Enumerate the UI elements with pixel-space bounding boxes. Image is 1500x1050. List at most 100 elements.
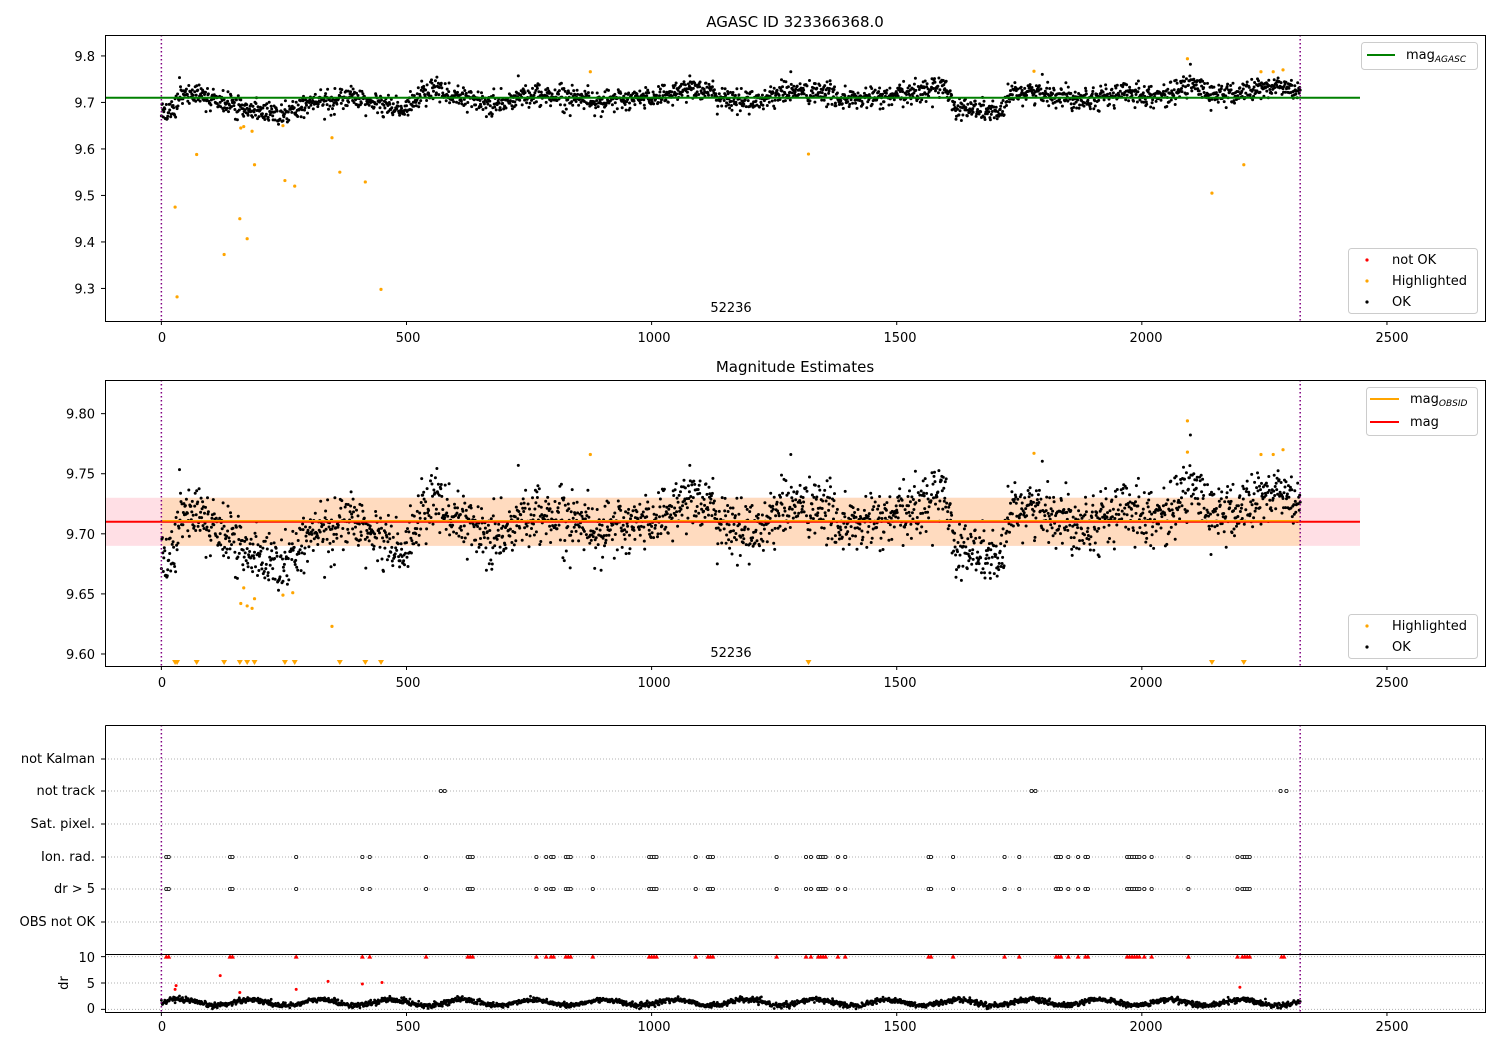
data-point-ok — [847, 105, 851, 109]
data-point-ok — [796, 514, 800, 518]
data-point-ok — [1258, 484, 1261, 488]
data-point-ok — [193, 491, 197, 495]
data-point-ok — [574, 100, 578, 103]
data-point-ok — [1206, 511, 1210, 514]
data-point-ok — [253, 531, 257, 535]
data-point-ok — [655, 93, 658, 97]
data-point-ok — [553, 500, 557, 503]
data-point-ok — [285, 574, 289, 578]
data-point-ok — [1112, 104, 1116, 107]
data-point-ok — [477, 545, 481, 549]
data-point-ok — [181, 102, 184, 105]
data-point-ok — [864, 494, 868, 498]
data-point-ok — [867, 93, 871, 97]
data-point-ok — [1134, 82, 1138, 86]
data-point-ok — [223, 545, 227, 549]
data-point-ok — [445, 497, 449, 501]
middle-x-ticks: 0 500 1000 1500 2000 2500 — [158, 676, 1409, 691]
legend-label: not OK — [1392, 253, 1437, 268]
x-tick-label: 2000 — [1129, 331, 1162, 346]
data-point-ok — [887, 103, 891, 107]
data-point-ok — [1283, 485, 1287, 489]
data-point-ok — [768, 516, 772, 520]
data-point-ok — [393, 552, 397, 556]
data-point-ok — [1059, 88, 1063, 91]
data-point-ok — [1093, 99, 1097, 103]
data-point-ok — [302, 116, 306, 120]
data-point-ok — [537, 90, 541, 94]
data-point-ok — [1084, 495, 1087, 499]
data-point-ok — [909, 522, 913, 526]
data-point-ok — [843, 84, 847, 88]
data-point-ok — [1115, 488, 1119, 491]
data-point-ok — [698, 491, 702, 495]
data-point-ok — [563, 103, 567, 107]
data-point-ok — [1090, 92, 1094, 96]
data-point-ok — [1154, 99, 1158, 103]
data-point-ok — [888, 523, 892, 527]
flag-point — [1076, 887, 1081, 892]
flag-point — [1186, 855, 1191, 860]
data-point-ok — [539, 505, 543, 509]
data-point-ok — [730, 108, 734, 112]
data-point-ok — [642, 98, 646, 102]
data-point-ok — [956, 107, 959, 111]
data-point-ok — [750, 504, 754, 507]
data-point-ok — [675, 92, 679, 96]
data-point-ok — [301, 522, 305, 526]
data-point-ok — [1206, 81, 1209, 85]
data-point-ok — [683, 486, 687, 490]
data-point-ok — [557, 510, 560, 514]
data-point-ok — [398, 559, 402, 563]
data-point-ok — [391, 113, 395, 117]
data-point-ok — [1290, 488, 1294, 492]
data-point-ok — [271, 567, 275, 571]
data-point-ok — [328, 104, 332, 108]
data-point-ok — [882, 100, 886, 104]
flag-point — [808, 887, 813, 892]
data-point-ok — [746, 527, 750, 531]
data-point-ok — [594, 102, 598, 106]
data-point-ok — [848, 102, 852, 106]
data-point-ok — [382, 539, 386, 543]
flag-point — [367, 855, 372, 860]
data-point-ok — [841, 547, 845, 551]
data-point-ok — [425, 527, 429, 531]
data-point-ok — [1194, 486, 1198, 490]
data-point-ok — [395, 548, 399, 552]
data-point-ok — [349, 84, 353, 88]
data-point-ok — [245, 547, 249, 551]
data-point-ok — [1000, 533, 1004, 537]
data-point-ok — [1095, 529, 1099, 533]
data-point-ok — [242, 555, 246, 559]
legend-marker-ok — [1365, 300, 1369, 304]
data-point-ok — [1091, 494, 1095, 498]
data-point-ok — [821, 88, 825, 92]
data-point-ok — [762, 99, 766, 103]
data-point-ok — [508, 534, 512, 538]
data-point-ok — [445, 511, 449, 515]
data-point-ok — [908, 514, 912, 518]
data-point-ok — [797, 511, 801, 515]
data-point-ok — [781, 93, 785, 97]
data-point-ok — [805, 84, 809, 88]
data-point-ok — [265, 547, 269, 551]
data-point-ok — [1162, 486, 1166, 490]
data-point-ok — [1090, 516, 1094, 519]
data-point-ok — [918, 100, 922, 104]
data-point-ok — [982, 103, 985, 107]
data-point-ok — [174, 115, 178, 119]
data-point-ok — [969, 532, 973, 536]
data-point-ok — [1265, 503, 1269, 506]
data-point-ok — [545, 514, 549, 518]
data-point-ok — [974, 114, 978, 118]
data-point-ok — [745, 507, 749, 511]
data-point-ok — [303, 546, 307, 550]
data-point-ok — [575, 500, 579, 504]
data-point-ok — [1033, 539, 1036, 543]
data-point-ok — [604, 538, 608, 542]
data-point-ok — [652, 536, 656, 540]
data-point-ok — [572, 501, 576, 505]
data-point-ok — [604, 541, 607, 545]
flag-point — [1058, 855, 1063, 860]
